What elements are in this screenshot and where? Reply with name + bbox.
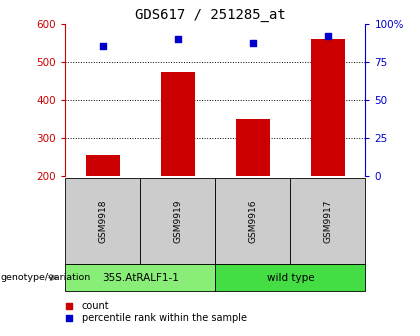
Bar xyxy=(311,39,345,253)
Text: wild type: wild type xyxy=(267,272,314,283)
Text: genotype/variation: genotype/variation xyxy=(1,273,91,282)
Bar xyxy=(161,72,194,253)
Text: GSM9919: GSM9919 xyxy=(173,199,182,243)
Bar xyxy=(86,155,120,253)
Point xyxy=(174,36,181,42)
Text: GSM9917: GSM9917 xyxy=(323,199,332,243)
Point xyxy=(249,41,256,46)
Text: GSM9916: GSM9916 xyxy=(248,199,257,243)
Text: 35S.AtRALF1-1: 35S.AtRALF1-1 xyxy=(102,272,178,283)
Point xyxy=(66,315,73,320)
Point xyxy=(325,33,331,38)
Bar xyxy=(236,119,270,253)
Text: count: count xyxy=(82,301,110,311)
Text: GSM9918: GSM9918 xyxy=(98,199,107,243)
Text: percentile rank within the sample: percentile rank within the sample xyxy=(82,312,247,323)
Point xyxy=(99,44,106,49)
Text: GDS617 / 251285_at: GDS617 / 251285_at xyxy=(135,8,285,23)
Point xyxy=(66,303,73,308)
